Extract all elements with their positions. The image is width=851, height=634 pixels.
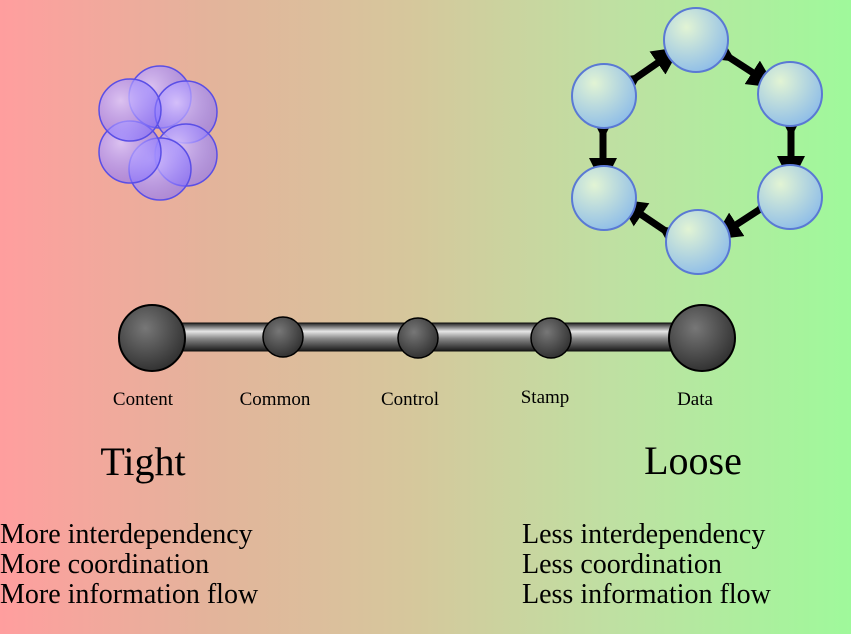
scale-point-control: [397, 317, 439, 359]
double-arrow-icon: [618, 199, 690, 254]
scale-endpoint-data: [668, 304, 736, 372]
loose-module: [665, 209, 731, 275]
scale-label-content: Content: [112, 389, 174, 410]
scale-point-stamp: [530, 317, 572, 359]
tight-module: [98, 78, 162, 142]
loose-module: [757, 164, 823, 230]
scale-label-control: Control: [380, 389, 440, 410]
loose-module: [571, 165, 637, 231]
tight-module-cluster: [98, 65, 218, 201]
scale-label-common: Common: [239, 389, 311, 410]
loose-title: Loose: [644, 438, 742, 483]
scale-label-stamp: Stamp: [520, 387, 570, 408]
loose-line: Less information flow: [522, 579, 771, 610]
double-arrow-icon: [713, 186, 785, 240]
tight-title: Tight: [100, 439, 186, 484]
loose-line: Less interdependency: [522, 519, 766, 550]
coupling-scale: [118, 304, 736, 372]
loose-module: [757, 61, 823, 127]
tight-line: More information flow: [0, 579, 259, 610]
scale-endpoint-content: [118, 304, 186, 372]
loose-module-arrows: [589, 34, 805, 254]
loose-line: Less coordination: [522, 549, 722, 580]
tight-line: More coordination: [0, 549, 210, 580]
double-arrow-icon: [610, 47, 681, 102]
scale-label-data: Data: [677, 389, 713, 410]
loose-module-ring: [571, 7, 823, 275]
loose-module: [663, 7, 729, 73]
loose-description: Less interdependency Less coordination L…: [522, 520, 771, 610]
double-arrow-icon: [704, 34, 776, 88]
tight-description: More interdependency More coordination M…: [0, 520, 258, 610]
loose-module: [571, 63, 637, 129]
tight-line: More interdependency: [0, 519, 253, 550]
scale-point-common: [262, 316, 304, 358]
